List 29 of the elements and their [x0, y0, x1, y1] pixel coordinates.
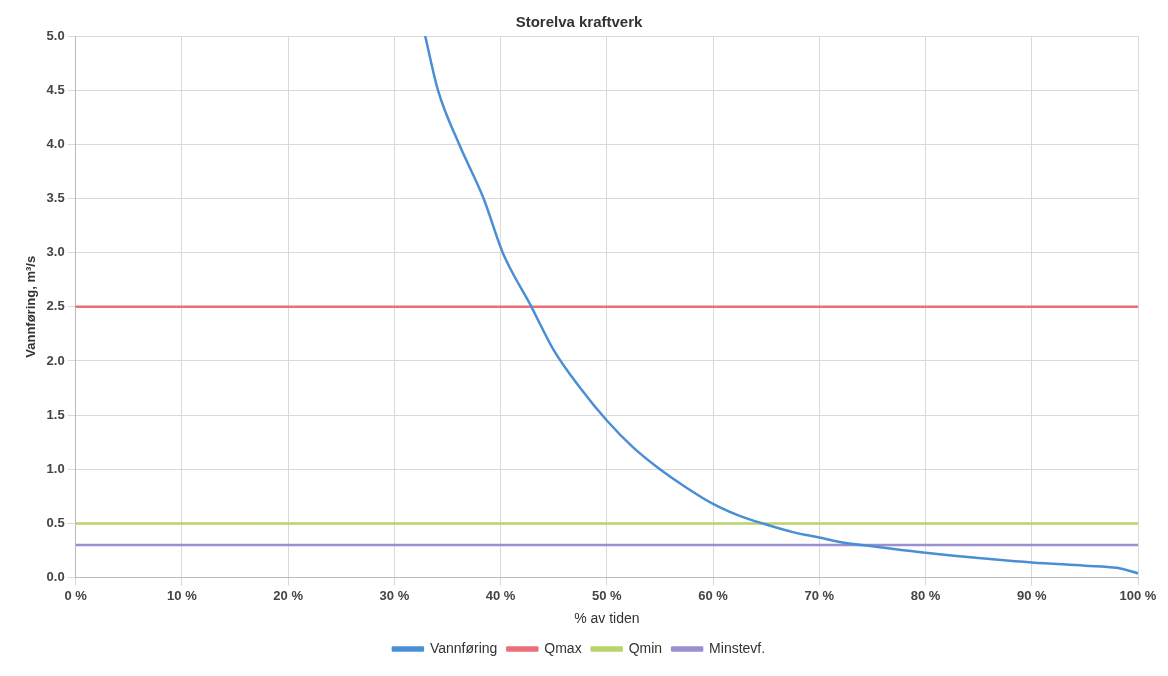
y-tick-label: 2.0 [46, 352, 65, 368]
x-tick-label: 90 % [1016, 587, 1048, 603]
x-tick-label: 40 % [485, 587, 516, 603]
y-tick-label: 0.0 [46, 569, 65, 585]
x-tick-label: 50 % [592, 587, 623, 603]
legend-label: Vannføring [429, 639, 498, 656]
y-tick-label: 5.0 [46, 27, 65, 43]
chart-title: Storelva kraftverk [515, 13, 644, 31]
x-tick-label: 10 % [167, 587, 198, 603]
x-axis-title: % av tiden [574, 610, 640, 627]
x-tick-label: 30 % [379, 587, 410, 603]
y-tick-label: 2.5 [46, 298, 65, 314]
y-tick-label: 1.0 [46, 460, 65, 476]
y-tick-label: 0.5 [46, 515, 65, 531]
y-tick-label: 3.0 [46, 244, 65, 260]
x-tick-label: 80 % [910, 587, 941, 603]
y-tick-label: 4.0 [46, 135, 65, 151]
legend-label: Qmin [628, 639, 663, 656]
y-tick-label: 3.5 [46, 190, 65, 206]
legend-label: Qmax [544, 639, 582, 656]
x-tick-label: 20 % [273, 587, 304, 603]
x-tick-label: 70 % [804, 587, 835, 603]
legend-label: Minstevf. [709, 639, 766, 656]
x-tick-label: 100 % [1119, 587, 1157, 603]
x-tick-label: 0 % [64, 587, 88, 603]
y-tick-label: 1.5 [46, 406, 65, 422]
y-axis-title: Vannføring, m³/s [23, 255, 39, 358]
x-tick-label: 60 % [698, 587, 729, 603]
y-tick-label: 4.5 [46, 81, 65, 97]
